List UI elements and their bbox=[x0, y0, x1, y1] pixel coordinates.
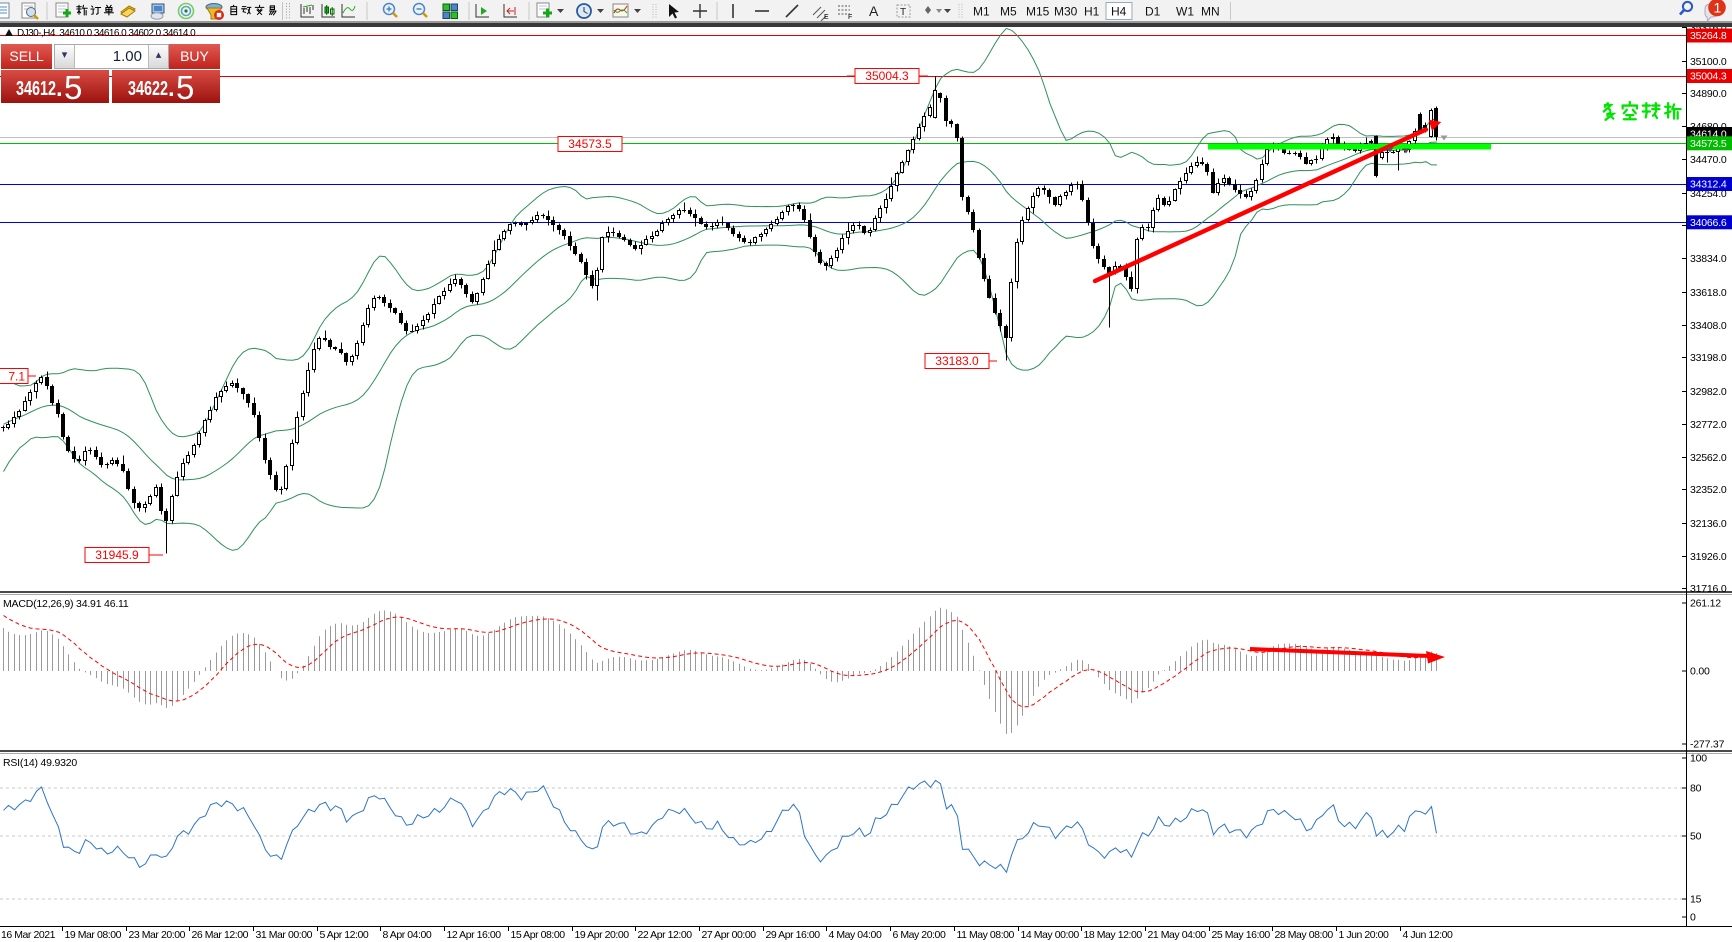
svg-text:MACD(12,26,9) 34.91 46.11: MACD(12,26,9) 34.91 46.11 bbox=[3, 598, 129, 610]
svg-text:31716.0: 31716.0 bbox=[1690, 583, 1727, 595]
svg-text:29 Apr 16:00: 29 Apr 16:00 bbox=[766, 929, 821, 941]
svg-text:32352.0: 32352.0 bbox=[1690, 484, 1727, 496]
svg-text:M1: M1 bbox=[973, 5, 990, 19]
svg-text:50: 50 bbox=[1690, 831, 1702, 843]
svg-text:-277.37: -277.37 bbox=[1690, 739, 1725, 751]
svg-text:H4: H4 bbox=[1111, 5, 1127, 19]
svg-text:15 Apr 08:00: 15 Apr 08:00 bbox=[511, 929, 566, 941]
svg-text:21 May 04:00: 21 May 04:00 bbox=[1148, 929, 1207, 941]
svg-text:28 May 08:00: 28 May 08:00 bbox=[1275, 929, 1334, 941]
svg-text:15: 15 bbox=[1690, 894, 1702, 906]
svg-text:M30: M30 bbox=[1054, 5, 1078, 19]
svg-text:MN: MN bbox=[1201, 5, 1220, 19]
svg-text:26 Mar 12:00: 26 Mar 12:00 bbox=[192, 929, 249, 941]
svg-text:14 May 00:00: 14 May 00:00 bbox=[1021, 929, 1080, 941]
svg-text:4 May 04:00: 4 May 04:00 bbox=[829, 929, 882, 941]
svg-text:33834.0: 33834.0 bbox=[1690, 253, 1727, 265]
svg-text:7.1: 7.1 bbox=[8, 370, 25, 384]
svg-text:11 May 08:00: 11 May 08:00 bbox=[957, 929, 1015, 941]
svg-text:M15: M15 bbox=[1026, 5, 1050, 19]
svg-text:W1: W1 bbox=[1176, 5, 1194, 19]
svg-text:35264.8: 35264.8 bbox=[1690, 30, 1727, 42]
svg-text:0.00: 0.00 bbox=[1690, 666, 1710, 678]
svg-text:35004.3: 35004.3 bbox=[1690, 71, 1727, 83]
svg-text:H1: H1 bbox=[1084, 5, 1100, 19]
svg-text:D1: D1 bbox=[1145, 5, 1161, 19]
svg-text:5 Apr 12:00: 5 Apr 12:00 bbox=[320, 929, 369, 941]
svg-text:261.12: 261.12 bbox=[1690, 598, 1721, 610]
svg-text:34890.0: 34890.0 bbox=[1690, 88, 1727, 100]
svg-text:33198.0: 33198.0 bbox=[1690, 352, 1727, 364]
svg-text:F: F bbox=[848, 14, 852, 21]
svg-text:18 May 12:00: 18 May 12:00 bbox=[1084, 929, 1143, 941]
svg-text:RSI(14) 49.9320: RSI(14) 49.9320 bbox=[3, 757, 77, 769]
svg-text:32136.0: 32136.0 bbox=[1690, 518, 1727, 530]
svg-text:32982.0: 32982.0 bbox=[1690, 386, 1727, 398]
svg-text:19 Mar 08:00: 19 Mar 08:00 bbox=[65, 929, 122, 941]
svg-text:31926.0: 31926.0 bbox=[1690, 551, 1727, 563]
svg-text:80: 80 bbox=[1690, 783, 1702, 795]
svg-text:35100.0: 35100.0 bbox=[1690, 56, 1727, 68]
svg-text:34470.0: 34470.0 bbox=[1690, 154, 1727, 166]
svg-text:A: A bbox=[869, 3, 879, 19]
svg-text:1: 1 bbox=[1714, 0, 1722, 16]
svg-text:33618.0: 33618.0 bbox=[1690, 287, 1727, 299]
svg-text:1 Jun 20:00: 1 Jun 20:00 bbox=[1339, 929, 1390, 941]
svg-text:32772.0: 32772.0 bbox=[1690, 419, 1727, 431]
svg-text:35004.3: 35004.3 bbox=[865, 69, 909, 83]
svg-text:6 May 20:00: 6 May 20:00 bbox=[893, 929, 946, 941]
svg-text:33183.0: 33183.0 bbox=[935, 354, 979, 368]
svg-text:4 Jun 12:00: 4 Jun 12:00 bbox=[1403, 929, 1454, 941]
svg-text:12 Apr 16:00: 12 Apr 16:00 bbox=[447, 929, 502, 941]
svg-text:33408.0: 33408.0 bbox=[1690, 320, 1727, 332]
svg-text:E: E bbox=[824, 14, 829, 21]
svg-text:31 Mar 00:00: 31 Mar 00:00 bbox=[256, 929, 313, 941]
svg-text:32562.0: 32562.0 bbox=[1690, 452, 1727, 464]
svg-text:0: 0 bbox=[1690, 912, 1696, 924]
svg-text:27 Apr 00:00: 27 Apr 00:00 bbox=[702, 929, 757, 941]
svg-text:8 Apr 04:00: 8 Apr 04:00 bbox=[383, 929, 432, 941]
svg-text:34312.4: 34312.4 bbox=[1690, 179, 1727, 191]
svg-text:19 Apr 20:00: 19 Apr 20:00 bbox=[575, 929, 630, 941]
svg-text:34573.5: 34573.5 bbox=[568, 137, 612, 151]
svg-text:31945.9: 31945.9 bbox=[95, 548, 139, 562]
svg-text:34066.6: 34066.6 bbox=[1690, 217, 1727, 229]
svg-text:34573.5: 34573.5 bbox=[1690, 138, 1727, 150]
svg-text:22 Apr 12:00: 22 Apr 12:00 bbox=[638, 929, 693, 941]
svg-text:23 Mar 20:00: 23 Mar 20:00 bbox=[129, 929, 186, 941]
svg-text:100: 100 bbox=[1690, 753, 1707, 765]
svg-text:25 May 16:00: 25 May 16:00 bbox=[1212, 929, 1271, 941]
svg-text:M5: M5 bbox=[1000, 5, 1017, 19]
svg-text:16 Mar 2021: 16 Mar 2021 bbox=[1, 929, 56, 941]
svg-text:T: T bbox=[900, 7, 906, 18]
